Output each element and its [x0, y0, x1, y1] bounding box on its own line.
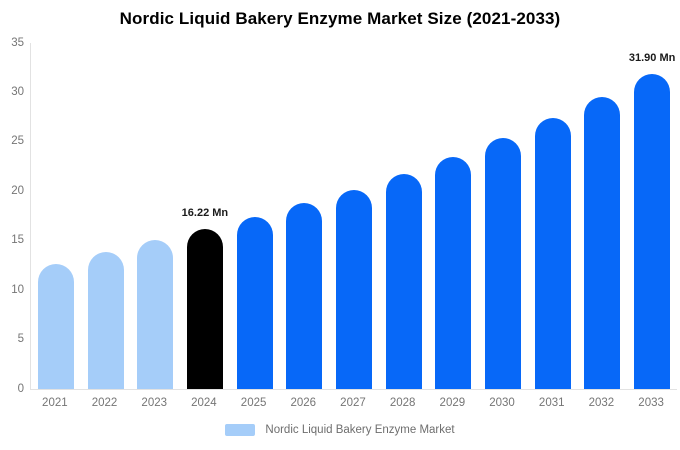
- bar-slot-2027: [329, 43, 379, 389]
- bar-slot-2028: [379, 43, 429, 389]
- bar-2026[interactable]: [286, 203, 323, 389]
- bar-slot-2025: [230, 43, 280, 389]
- x-tick-label-2024: 2024: [191, 397, 217, 409]
- y-axis: 0 5 10 15 20 25 30 35: [0, 37, 24, 395]
- data-label-2024: 16.22 Mn: [181, 206, 229, 219]
- bar-2033[interactable]: [634, 73, 671, 389]
- x-tick-label-2031: 2031: [538, 397, 565, 409]
- bar-slot-2033: 31.90 Mn: [627, 43, 677, 389]
- x-tick-label-2028: 2028: [389, 397, 416, 409]
- bar-slot-2030: [478, 43, 528, 389]
- bar-slot-2032: [578, 43, 628, 389]
- bar-2031[interactable]: [534, 118, 571, 389]
- y-tick-label: 20: [11, 184, 24, 197]
- x-tick-label-2032: 2032: [588, 397, 615, 409]
- x-axis: 2021 2022 2023 2024 2025 2026 2027 2028 2029 2030…: [30, 397, 676, 409]
- x-tick-label-2027: 2027: [340, 397, 366, 409]
- x-tick-label-2026: 2026: [290, 397, 317, 409]
- y-tick-label: 25: [11, 135, 24, 148]
- legend-swatch-icon: [225, 424, 256, 436]
- plot-area: 16.22 Mn 31.90 Mn: [30, 43, 677, 390]
- data-label-2033: 31.90 Mn: [628, 51, 676, 64]
- legend: Nordic Liquid Bakery Enzyme Market: [0, 424, 680, 436]
- y-tick-label: 15: [11, 234, 24, 247]
- x-tick-label-2033: 2033: [638, 397, 664, 409]
- bar-2027[interactable]: [335, 189, 372, 389]
- legend-item-market[interactable]: Nordic Liquid Bakery Enzyme Market: [225, 424, 455, 436]
- bar-2021[interactable]: [37, 263, 74, 389]
- bar-slot-2031: [528, 43, 578, 389]
- bar-2025[interactable]: [236, 216, 273, 389]
- bar-slot-2022: [81, 43, 131, 389]
- y-tick-label: 35: [11, 36, 24, 49]
- bar-2022[interactable]: [87, 252, 124, 389]
- bar-slot-2029: [429, 43, 479, 389]
- x-tick-label-2021: 2021: [42, 397, 68, 409]
- x-tick-label-2025: 2025: [240, 397, 267, 409]
- x-tick-label-2022: 2022: [91, 397, 118, 409]
- y-tick-label: 10: [11, 283, 24, 296]
- x-tick-label-2030: 2030: [489, 397, 515, 409]
- bar-slot-2021: [31, 43, 81, 389]
- bar-2030[interactable]: [485, 137, 522, 389]
- bar-2029[interactable]: [435, 156, 472, 389]
- x-tick-label-2023: 2023: [141, 397, 168, 409]
- bar-slot-2026: [279, 43, 329, 389]
- bar-2032[interactable]: [584, 97, 621, 389]
- bar-2023[interactable]: [137, 240, 174, 389]
- y-tick-label: 0: [17, 382, 24, 395]
- bar-2024[interactable]: [186, 228, 223, 389]
- y-tick-label: 5: [17, 333, 24, 346]
- x-tick-label-2029: 2029: [439, 397, 466, 409]
- y-tick-label: 30: [11, 85, 24, 98]
- bar-slot-2023: [130, 43, 180, 389]
- bar-2028[interactable]: [385, 173, 422, 389]
- legend-label: Nordic Liquid Bakery Enzyme Market: [265, 424, 455, 436]
- bar-slot-2024: 16.22 Mn: [180, 43, 230, 389]
- chart-title: Nordic Liquid Bakery Enzyme Market Size …: [119, 9, 561, 28]
